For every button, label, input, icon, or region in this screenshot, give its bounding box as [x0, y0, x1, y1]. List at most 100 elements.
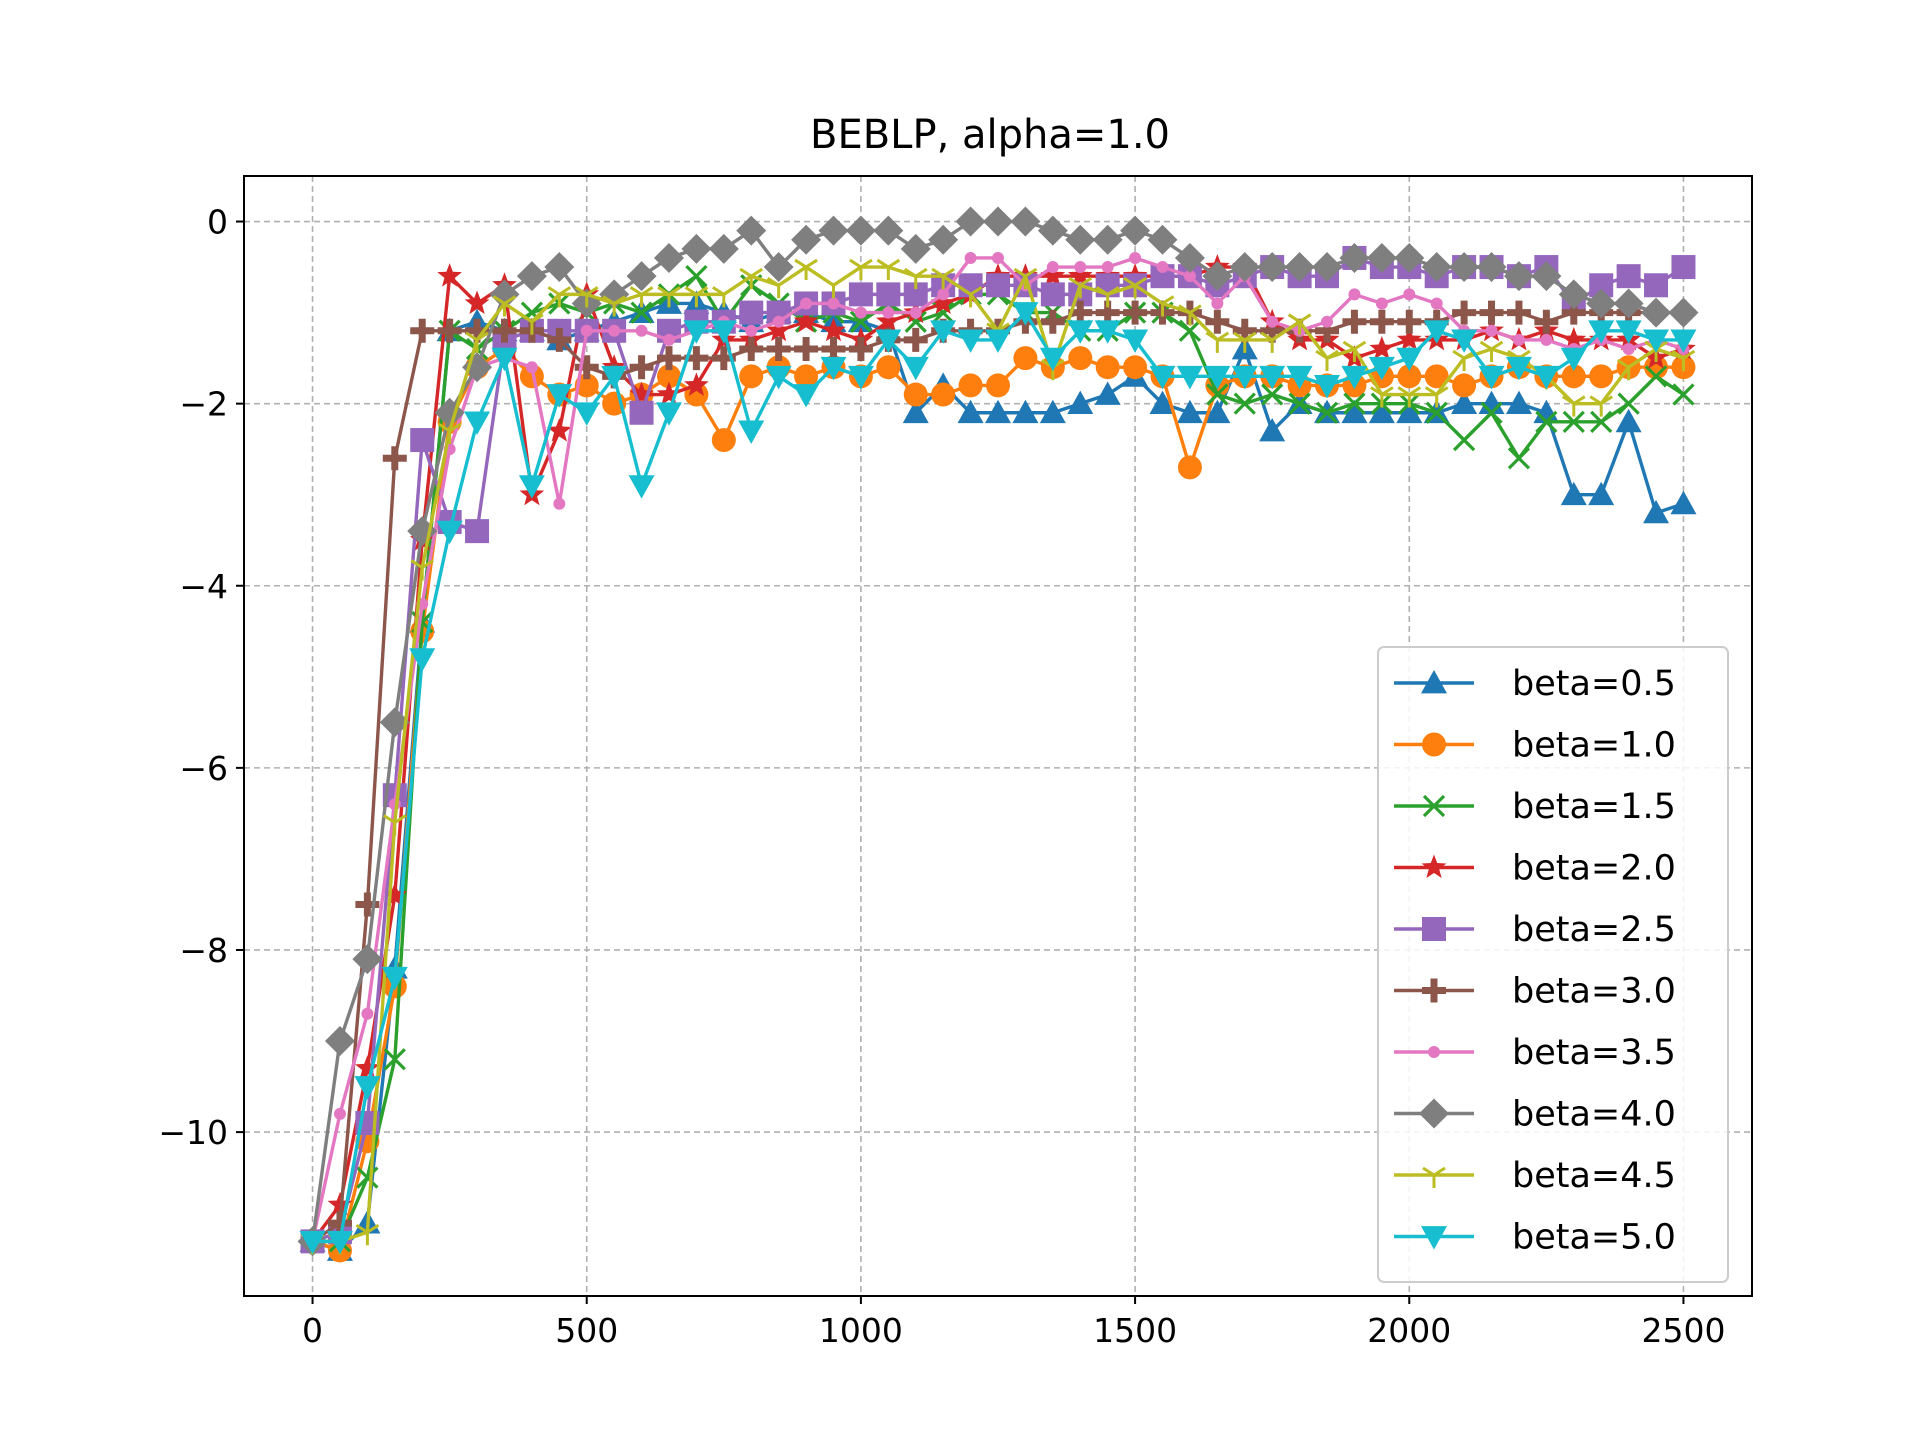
triangle-down-marker [326, 1230, 353, 1255]
triangle-down-marker [573, 402, 600, 426]
triangle-up-marker [1588, 481, 1615, 506]
diamond-marker [1229, 252, 1260, 283]
diamond-marker [1284, 252, 1315, 283]
circle-marker [1123, 355, 1148, 380]
circle-marker [1095, 355, 1120, 380]
tri-down-marker [492, 295, 517, 317]
circle-marker [1013, 346, 1038, 371]
point-marker [909, 306, 922, 319]
plus-marker [656, 346, 681, 371]
circle-marker [711, 428, 736, 453]
triangle-down-marker [1067, 320, 1094, 344]
tri-down-marker [1370, 386, 1394, 408]
triangle-up-marker [1615, 408, 1642, 433]
triangle-down-marker [1423, 320, 1450, 344]
point-marker [1485, 324, 1498, 337]
tri-down-marker [876, 258, 901, 281]
triangle-down-marker [381, 966, 408, 991]
triangle-up-marker [1643, 499, 1670, 524]
diamond-marker [489, 279, 520, 310]
triangle-down-marker [1368, 356, 1395, 381]
series-beta-3-5 [306, 251, 1690, 1248]
tri-down-marker [629, 286, 654, 308]
plus-marker [1479, 300, 1504, 325]
diamond-marker [1476, 252, 1507, 283]
square-marker [1422, 917, 1446, 941]
chart-title: BEBLP, alpha=1.0 [810, 112, 1170, 158]
circle-marker [1424, 364, 1449, 389]
y-tick-label: −8 [179, 931, 228, 970]
triangle-down-marker [738, 420, 765, 444]
circle-marker [794, 364, 819, 389]
triangle-down-marker [1176, 365, 1203, 390]
tri-down-marker [1479, 340, 1504, 363]
tri-down-marker [1397, 386, 1422, 408]
x-marker [1315, 401, 1339, 424]
triangle-down-marker [1286, 365, 1313, 390]
x-marker [1233, 392, 1256, 415]
x-tick-label: 2000 [1367, 1311, 1451, 1350]
tri-down-marker [1287, 313, 1312, 335]
x-tick-label: 2500 [1641, 1311, 1725, 1350]
plus-marker [547, 327, 572, 352]
legend-label: beta=3.5 [1512, 1033, 1676, 1073]
tri-down-marker [1095, 286, 1120, 308]
legend-entry: beta=4.5 [1394, 1156, 1676, 1196]
square-marker [1644, 273, 1669, 298]
x-marker [1644, 365, 1668, 388]
star-marker [1040, 263, 1066, 287]
triangle-down-marker [1421, 1226, 1447, 1250]
diamond-marker [1257, 252, 1288, 283]
tri-down-marker [931, 267, 955, 290]
tri-down-marker [547, 286, 572, 308]
diamond-marker [1010, 206, 1041, 237]
diamond-marker [1312, 252, 1343, 283]
plus-marker [1506, 300, 1531, 325]
diamond-marker [928, 224, 959, 255]
diamond-marker [1065, 224, 1096, 255]
tri-down-marker [437, 422, 462, 444]
point-marker [608, 324, 621, 337]
legend-entry: beta=2.5 [1394, 910, 1676, 950]
tri-down-marker [903, 267, 928, 290]
plus-marker [437, 318, 462, 343]
legend-label: beta=2.5 [1512, 910, 1676, 950]
legend-entry: beta=5.0 [1394, 1218, 1676, 1258]
star-marker [355, 1055, 380, 1079]
diamond-marker [873, 215, 904, 246]
point-marker [800, 297, 813, 310]
plus-marker [1205, 309, 1230, 334]
star-marker [437, 263, 462, 287]
triangle-down-marker [1396, 347, 1423, 372]
diamond-marker [1641, 297, 1672, 328]
plus-marker [903, 327, 928, 352]
diamond-marker [1421, 252, 1452, 283]
triangle-up-marker [1505, 390, 1532, 415]
point-marker [964, 251, 977, 264]
y-tick-label: −10 [158, 1113, 228, 1152]
point-marker [1046, 261, 1059, 274]
x-tick-label: 500 [555, 1311, 618, 1350]
star-marker [875, 308, 901, 333]
diamond-marker [626, 261, 657, 292]
star-marker [1561, 326, 1587, 351]
tri-down-marker [821, 277, 846, 299]
y-tick-label: −4 [179, 567, 228, 606]
tri-down-marker [602, 295, 626, 317]
series-layer [297, 206, 1699, 1263]
legend-entry: beta=1.5 [1394, 787, 1676, 827]
legend-label: beta=2.0 [1512, 849, 1676, 889]
legend-entry: beta=3.5 [1394, 1033, 1676, 1073]
triangle-down-marker [1094, 320, 1121, 344]
triangle-down-marker [847, 365, 874, 390]
point-marker [1540, 333, 1553, 346]
point-marker [1428, 1046, 1440, 1058]
triangle-down-marker [957, 329, 984, 353]
x-marker [1422, 794, 1446, 818]
diamond-marker [1668, 297, 1699, 328]
legend-entry: beta=0.5 [1394, 664, 1676, 704]
triangle-down-marker [1478, 365, 1505, 390]
triangle-down-marker [628, 475, 655, 499]
square-marker [848, 282, 873, 307]
triangle-down-marker [655, 402, 682, 426]
